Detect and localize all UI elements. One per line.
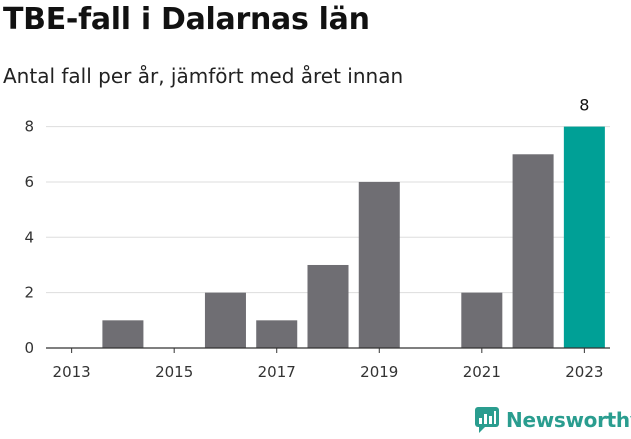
x-tick-label: 2017	[258, 363, 296, 381]
bar-2018	[307, 264, 349, 348]
bar-2021	[461, 292, 503, 348]
y-axis-ticks: 0 2 4 6 8	[24, 118, 34, 357]
y-tick-label: 2	[24, 284, 34, 302]
bar-2016	[204, 292, 246, 348]
chart-title: TBE-fall i Dalarnas län	[3, 2, 370, 37]
bar-2017	[256, 320, 298, 348]
brand-name: Newsworthy	[506, 408, 631, 432]
y-tick-label: 8	[24, 118, 34, 136]
x-tick-label: 2019	[360, 363, 398, 381]
y-tick-label: 4	[24, 228, 34, 246]
x-axis: 2013 2015 2017 2019 2021 2023	[46, 347, 610, 381]
x-tick-label: 2013	[53, 363, 91, 381]
newsworthy-logo-icon	[475, 407, 499, 433]
y-tick-label: 0	[24, 339, 34, 357]
data-label-2023: 8	[579, 96, 589, 115]
bar-2019	[358, 181, 400, 348]
x-tick-label: 2015	[155, 363, 193, 381]
bar-chart: 0 2 4 6 8 2013 2015 2017 2019 2021 2023 8	[24, 96, 610, 381]
bar-2022	[512, 154, 554, 348]
data-labels: 8	[579, 96, 589, 115]
bar-2014	[102, 320, 144, 348]
x-tick-label: 2023	[565, 363, 603, 381]
chart-subtitle: Antal fall per år, jämfört med året inna…	[3, 64, 404, 88]
y-tick-label: 6	[24, 173, 34, 191]
bars	[102, 126, 605, 349]
bar-2023	[563, 126, 605, 349]
newsworthy-logo: Newsworthy	[474, 406, 631, 434]
x-tick-label: 2021	[463, 363, 501, 381]
